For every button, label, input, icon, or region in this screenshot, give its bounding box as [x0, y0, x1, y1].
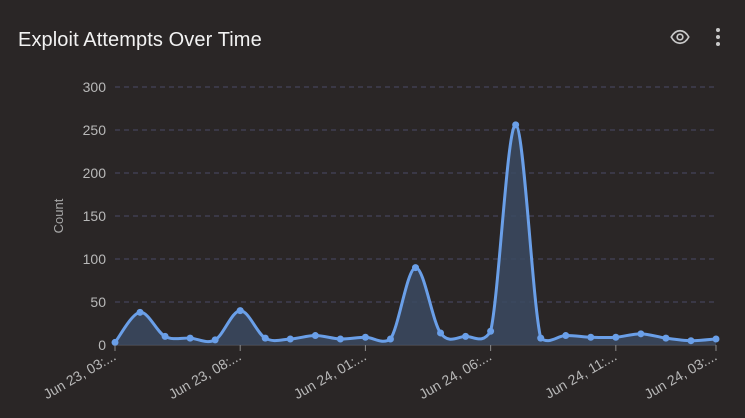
data-point[interactable]: [361, 333, 369, 341]
y-axis-label: Count: [51, 198, 66, 233]
y-tick-label: 250: [83, 122, 107, 138]
y-axis-ticks: 0 50 100 150 200 250 300: [83, 79, 107, 353]
x-tick-label: Jun 23, 08:...: [166, 348, 244, 402]
x-tick-label: Jun 23, 03:...: [40, 348, 118, 402]
data-point[interactable]: [462, 332, 470, 340]
y-tick-label: 0: [98, 337, 106, 353]
data-points: [111, 121, 720, 346]
card-header: Exploit Attempts Over Time: [0, 0, 745, 80]
data-point[interactable]: [687, 337, 695, 345]
data-point[interactable]: [637, 330, 645, 338]
x-tick-label: Jun 24, 11:...: [542, 348, 619, 402]
data-point[interactable]: [336, 335, 344, 343]
data-point[interactable]: [437, 329, 445, 337]
data-point[interactable]: [587, 333, 595, 341]
data-point[interactable]: [612, 333, 620, 341]
data-point[interactable]: [712, 335, 720, 343]
more-vertical-icon: [716, 28, 720, 46]
y-tick-label: 300: [83, 79, 107, 95]
y-tick-label: 50: [90, 294, 106, 310]
data-point[interactable]: [186, 334, 194, 342]
data-point[interactable]: [261, 334, 269, 342]
data-point[interactable]: [412, 264, 419, 272]
data-point[interactable]: [512, 121, 520, 129]
series-area: [115, 124, 716, 345]
y-tick-label: 200: [83, 165, 107, 181]
x-tick-label: Jun 24, 01:...: [291, 348, 369, 402]
data-point[interactable]: [111, 338, 119, 346]
toggle-visibility-button[interactable]: [667, 24, 693, 50]
data-point[interactable]: [161, 332, 169, 340]
x-tick-label: Jun 24, 06:...: [416, 348, 494, 402]
data-point[interactable]: [487, 327, 495, 335]
header-actions: [667, 24, 731, 50]
data-point[interactable]: [562, 332, 570, 340]
x-axis-ticks: Jun 23, 03:... Jun 23, 08:... Jun 24, 01:.…: [40, 345, 720, 402]
data-point[interactable]: [537, 334, 545, 342]
data-point[interactable]: [311, 332, 319, 340]
data-point[interactable]: [211, 336, 219, 344]
y-tick-label: 100: [83, 251, 107, 267]
y-tick-label: 150: [83, 208, 107, 224]
series-line: [113, 123, 717, 344]
data-point[interactable]: [386, 335, 394, 343]
data-point[interactable]: [136, 308, 144, 316]
more-options-button[interactable]: [705, 24, 731, 50]
data-point[interactable]: [236, 307, 244, 315]
data-point[interactable]: [662, 334, 670, 342]
data-point[interactable]: [286, 335, 294, 343]
eye-icon: [670, 29, 690, 45]
x-tick-label: Jun 24, 03:...: [641, 348, 719, 402]
chart-title: Exploit Attempts Over Time: [18, 29, 262, 51]
